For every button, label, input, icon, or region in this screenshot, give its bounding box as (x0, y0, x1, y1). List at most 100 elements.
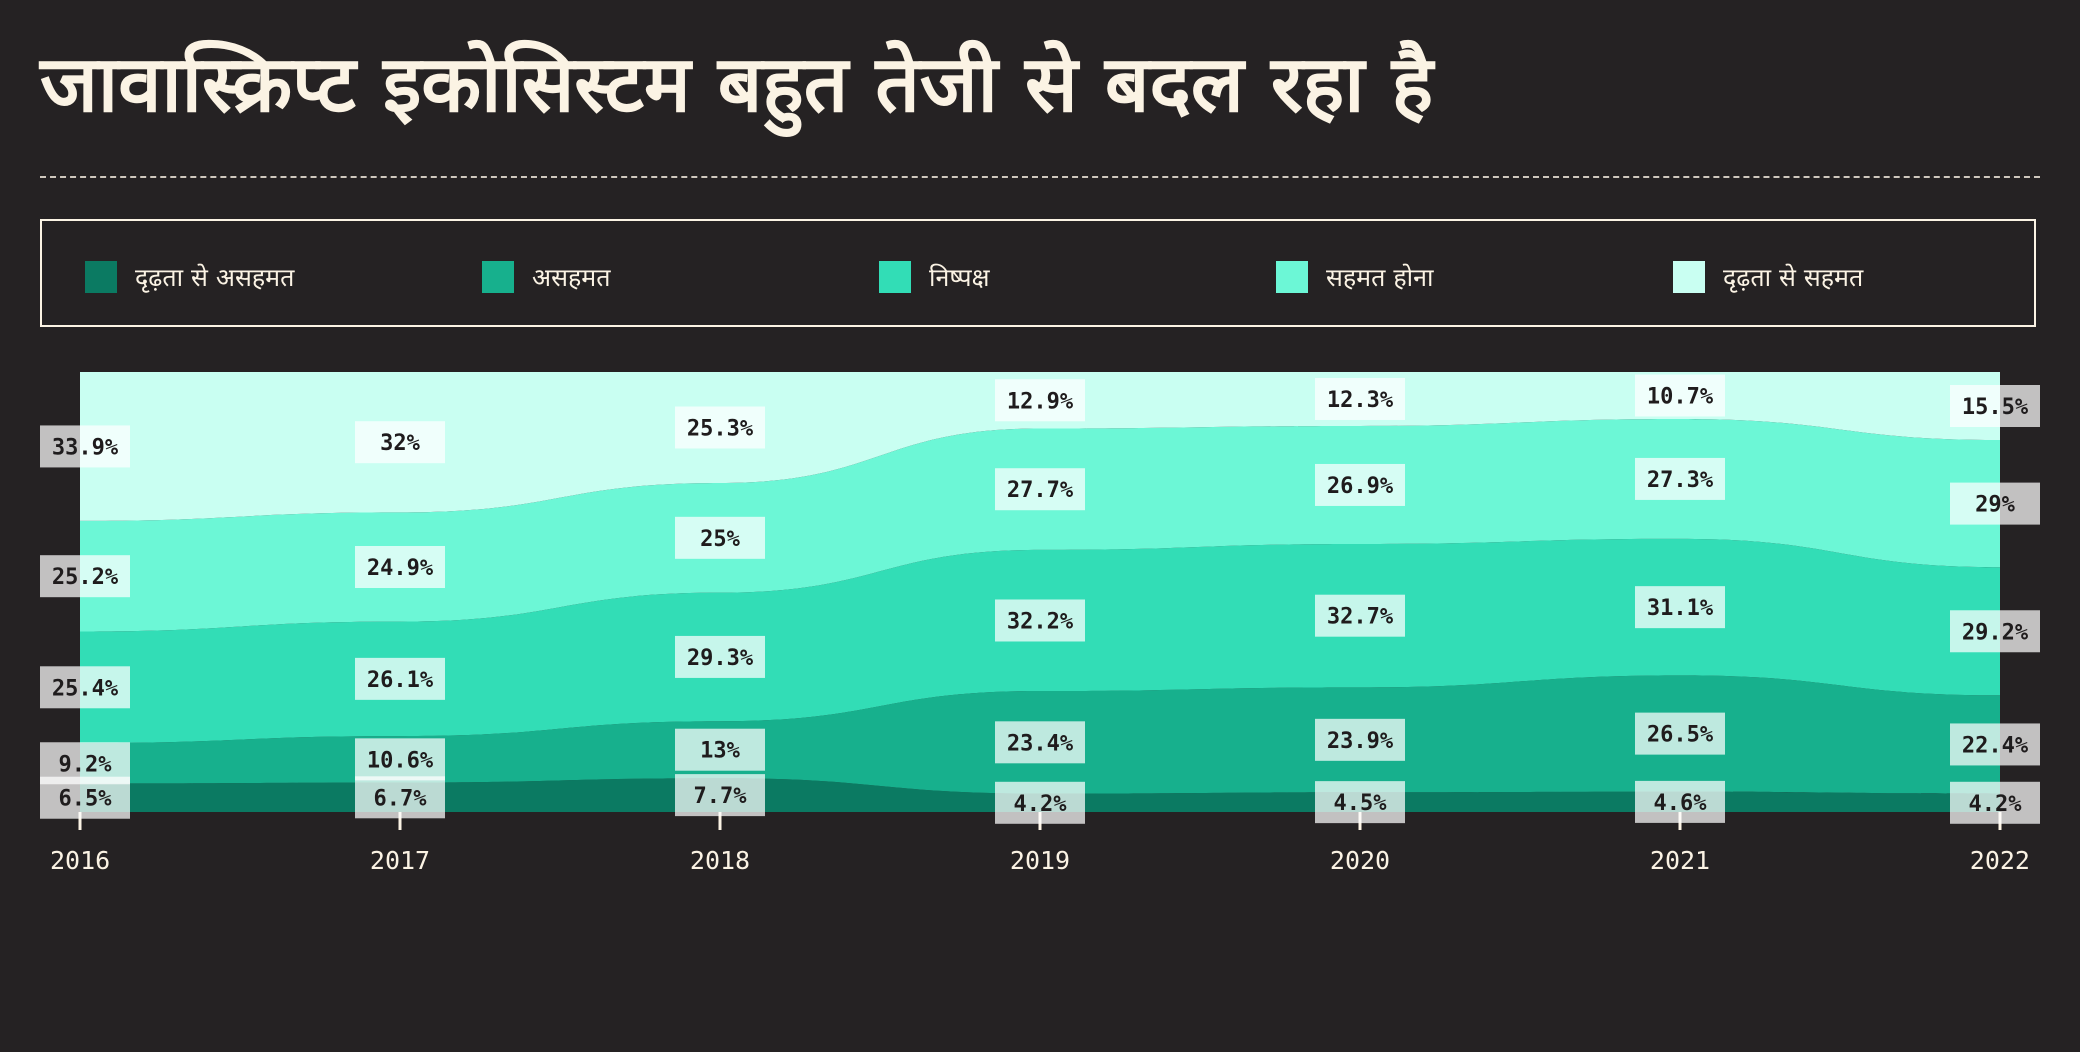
data-label-text: 33.9% (52, 435, 119, 460)
data-label-box (675, 406, 765, 449)
data-label-box (40, 742, 130, 785)
data-label: 26.9% (1315, 463, 1405, 506)
data-label: 33.9% (40, 425, 130, 468)
data-label-text: 25% (700, 527, 740, 552)
data-label: 32.7% (1315, 594, 1405, 637)
data-label-box (1315, 377, 1405, 420)
data-label: 10.6% (355, 738, 445, 781)
data-label: 12.9% (995, 379, 1085, 422)
legend-item-strongly-agree: दृढ़ता से सहमत (1673, 261, 1863, 293)
data-label-box (995, 468, 1085, 511)
data-label-text: 15.5% (1962, 395, 2029, 420)
legend-label-strongly-agree: दृढ़ता से सहमत (1723, 263, 1864, 292)
legend-item-agree: सहमत होना (1276, 261, 1433, 293)
data-label: 4.2% (1950, 781, 2040, 824)
data-label: 25% (675, 516, 765, 559)
title-divider (40, 176, 2040, 178)
data-label-text: 29% (1975, 493, 2015, 518)
data-label-text: 29.2% (1962, 620, 2029, 645)
data-label: 25.3% (675, 406, 765, 449)
data-label: 4.5% (1315, 781, 1405, 824)
data-label: 13% (675, 728, 765, 771)
data-label: 26.5% (1635, 712, 1725, 755)
data-label: 27.3% (1635, 457, 1725, 500)
data-label-text: 22.4% (1962, 733, 2029, 758)
data-label-text: 10.6% (367, 748, 434, 773)
data-label-text: 6.5% (59, 787, 113, 812)
data-label-text: 7.7% (694, 784, 748, 809)
data-label-box (1635, 780, 1725, 823)
data-label-box (1635, 457, 1725, 500)
data-label-box (1950, 610, 2040, 653)
area-agree (80, 418, 2000, 632)
x-tick-label: 2018 (690, 846, 750, 875)
data-label-box (40, 555, 130, 598)
data-label-box (355, 421, 445, 464)
data-label-box (675, 516, 765, 559)
data-label-text: 32% (380, 431, 420, 456)
data-label-text: 31.1% (1647, 596, 1714, 621)
legend-label-strongly-disagree: दृढ़ता से असहमत (135, 263, 295, 292)
data-label: 4.6% (1635, 780, 1725, 823)
data-label-text: 12.9% (1007, 389, 1074, 414)
legend-label-agree: सहमत होना (1326, 263, 1434, 292)
legend-swatch-strongly-disagree (85, 261, 117, 293)
data-label-box (1635, 712, 1725, 755)
data-label-text: 13% (700, 739, 740, 764)
data-label: 6.7% (355, 776, 445, 819)
data-label-text: 4.5% (1334, 791, 1388, 816)
data-label-box (1950, 723, 2040, 766)
data-label: 29.3% (675, 635, 765, 678)
legend-item-disagree: असहमत (482, 261, 610, 293)
data-label-text: 26.1% (367, 668, 434, 693)
data-label-box (355, 738, 445, 781)
data-label-box (1315, 718, 1405, 761)
x-tick-label: 2016 (50, 846, 110, 875)
data-label-box (1315, 463, 1405, 506)
data-label: 32.2% (995, 599, 1085, 642)
x-tick-label: 2021 (1650, 846, 1710, 875)
x-axis: 2016 2017 2018 2019 2020 2021 2022 (50, 812, 2030, 875)
data-label-box (355, 657, 445, 700)
data-label-box (675, 728, 765, 771)
data-label-box (355, 776, 445, 819)
data-label-text: 23.4% (1007, 731, 1074, 756)
data-label: 7.7% (675, 774, 765, 817)
data-label: 23.9% (1315, 718, 1405, 761)
data-label-text: 4.6% (1654, 791, 1708, 816)
data-label: 29.2% (1950, 610, 2040, 653)
data-label: 25.4% (40, 666, 130, 709)
data-label-text: 25.2% (52, 565, 119, 590)
data-label: 25.2% (40, 555, 130, 598)
data-label: 26.1% (355, 657, 445, 700)
data-label-text: 9.2% (59, 752, 113, 777)
data-label-box (1315, 594, 1405, 637)
legend-swatch-agree (1276, 261, 1308, 293)
data-label-text: 4.2% (1014, 792, 1068, 817)
x-tick-label: 2017 (370, 846, 430, 875)
data-label-box (995, 781, 1085, 824)
data-label-box (1950, 482, 2040, 525)
data-label: 29% (1950, 482, 2040, 525)
legend-item-strongly-disagree: दृढ़ता से असहमत (85, 261, 294, 293)
data-label-box (40, 425, 130, 468)
legend-swatch-strongly-agree (1673, 261, 1705, 293)
legend: दृढ़ता से असहमत असहमत निष्पक्ष सहमत होना… (40, 219, 2036, 327)
data-label-text: 24.9% (367, 556, 434, 581)
area-strongly-agree (80, 372, 2000, 521)
data-label: 12.3% (1315, 377, 1405, 420)
data-label: 10.7% (1635, 374, 1725, 417)
data-label: 32% (355, 421, 445, 464)
legend-label-neutral: निष्पक्ष (929, 263, 990, 292)
data-label-box (1315, 781, 1405, 824)
data-label-text: 26.9% (1327, 474, 1394, 499)
data-label-text: 25.3% (687, 416, 754, 441)
data-label-text: 27.7% (1007, 478, 1074, 503)
data-label-text: 12.3% (1327, 388, 1394, 413)
data-label-text: 26.5% (1647, 723, 1714, 748)
data-label-box (1635, 586, 1725, 629)
legend-label-disagree: असहमत (532, 263, 611, 292)
data-label-box (40, 666, 130, 709)
data-label: 27.7% (995, 468, 1085, 511)
